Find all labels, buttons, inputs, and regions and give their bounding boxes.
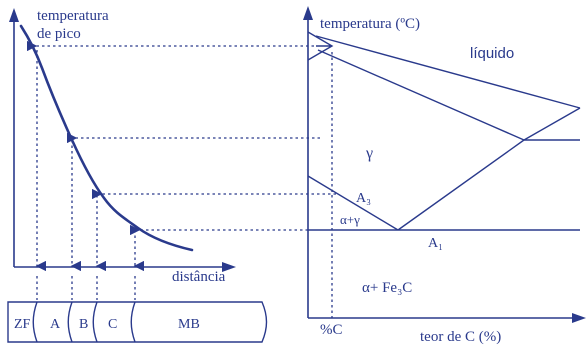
weld-zone-bar: ZF A B C MB — [7, 301, 268, 343]
zone-label-a: A — [50, 317, 61, 332]
liquid-region-label: líquido — [470, 45, 514, 62]
zone-label-b: B — [79, 317, 88, 332]
acm-line — [397, 139, 525, 231]
a3-label: A₃ — [356, 191, 371, 206]
zone-label-mb: MB — [178, 317, 200, 332]
a3-line — [307, 175, 399, 231]
a-boundary — [67, 301, 73, 343]
right-y-axis-arrow-icon — [303, 6, 313, 20]
gamma-region-label: γ — [365, 145, 373, 162]
zf-boundary — [32, 301, 38, 343]
left-y-axis-arrow-icon — [9, 8, 19, 22]
left-y-axis-label-line2: de pico — [37, 26, 81, 42]
carbon-content-marker: %C — [320, 322, 343, 338]
c-boundary — [130, 301, 136, 343]
left-x-axis-arrow-icon — [222, 262, 236, 272]
zone-label-c: C — [108, 317, 117, 332]
peak-temperature-curve — [19, 24, 194, 252]
zone-label-zf: ZF — [14, 317, 31, 332]
b-boundary — [92, 301, 98, 343]
right-x-axis-arrow-icon — [572, 313, 586, 323]
right-x-axis-label: teor de C (%) — [420, 329, 501, 345]
phase-diagram: temperatura (ºC) teor de C (%) %C líquid… — [303, 6, 586, 345]
left-x-axis-label: distância — [172, 269, 226, 285]
a1-label: A₁ — [428, 236, 443, 251]
left-y-axis-label-line1: temperatura — [37, 8, 109, 24]
peak-temperature-plot: temperatura de pico distância — [9, 8, 236, 300]
liquidus-upper — [315, 35, 581, 109]
alpha-gamma-region-label: α+γ — [340, 212, 360, 227]
temperature-transfer-arrows — [26, 40, 336, 236]
right-y-axis-label: temperatura (ºC) — [320, 16, 420, 32]
alpha-fe3c-region-label: α+ Fe₃C — [362, 280, 412, 296]
liquidus-lower — [317, 49, 525, 141]
zone-bar-outline — [7, 301, 268, 343]
upper-boundary-right — [523, 107, 581, 141]
